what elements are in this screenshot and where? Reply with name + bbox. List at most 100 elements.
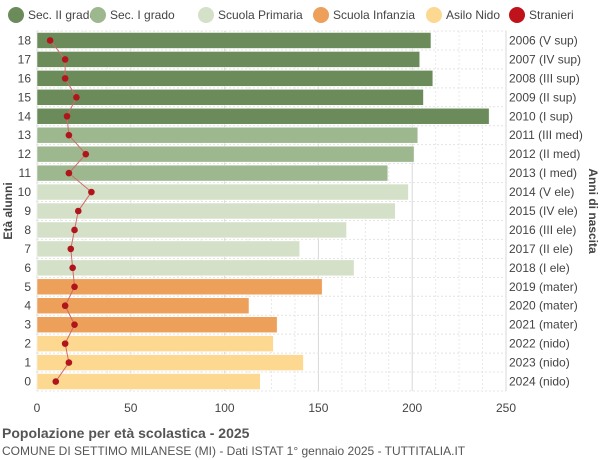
stranieri-point <box>61 340 69 347</box>
chart-subtitle: COMUNE DI SETTIMO MILANESE (MI) - Dati I… <box>2 444 466 458</box>
bar-age-13 <box>36 126 419 144</box>
y-tick-label-birth: 2008 (III sup) <box>509 71 580 85</box>
bar-age-18 <box>36 32 432 49</box>
stranieri-point <box>69 264 76 272</box>
bar-age-8 <box>36 221 347 239</box>
y-tick-label-birth: 2020 (mater) <box>509 299 578 313</box>
y-tick-label-age: 10 <box>18 185 32 199</box>
y-tick-label-age: 15 <box>18 90 32 104</box>
bar-age-9 <box>36 202 396 220</box>
y-tick-label-age: 2 <box>24 337 31 351</box>
stranieri-point <box>71 283 78 291</box>
x-tick-label: 150 <box>308 401 328 415</box>
y-tick-label-age: 0 <box>24 375 31 389</box>
bar-age-6 <box>36 259 355 277</box>
stranieri-point <box>88 188 95 196</box>
bar-age-3 <box>36 316 278 333</box>
bar-age-7 <box>36 240 300 258</box>
x-tick-label: 250 <box>496 401 516 415</box>
y-tick-label-age: 11 <box>19 166 32 180</box>
bar-age-14 <box>36 108 490 125</box>
stranieri-point <box>65 359 73 366</box>
y-tick-label-age: 5 <box>24 280 31 294</box>
legend-label: Stranieri <box>529 8 574 22</box>
y-tick-label-age: 4 <box>24 299 31 313</box>
legend-label: Scuola Infanzia <box>333 8 415 22</box>
y-tick-label-age: 1 <box>24 356 31 370</box>
legend-label: Asilo Nido <box>446 8 500 22</box>
x-tick-label: 100 <box>215 401 235 415</box>
y-tick-label-age: 8 <box>24 223 31 237</box>
legend-marker <box>313 7 329 23</box>
stranieri-point <box>61 302 69 310</box>
stranieri-point <box>71 226 78 234</box>
y-tick-label-age: 16 <box>18 71 32 85</box>
bar-age-15 <box>36 89 424 106</box>
stranieri-point <box>63 112 71 120</box>
y-tick-label-birth: 2006 (V sup) <box>509 33 578 47</box>
x-tick-label: 50 <box>124 401 138 415</box>
legend: Sec. II grado Sec. I grado Scuola Primaria… <box>8 7 574 23</box>
stranieri-point <box>71 321 78 328</box>
y-tick-label-birth: 2016 (III ele) <box>509 223 576 237</box>
stranieri-point <box>61 75 69 82</box>
y-axis-title-left: Età alunni <box>1 182 15 239</box>
legend-label: Scuola Primaria <box>218 8 303 22</box>
legend-marker <box>509 7 525 23</box>
stranieri-point <box>82 150 90 158</box>
y-tick-label-birth: 2012 (II med) <box>509 147 580 161</box>
y-tick-label-age: 3 <box>24 318 31 332</box>
legend-marker <box>426 7 442 23</box>
y-tick-label-age: 12 <box>18 147 32 161</box>
y-tick-label-birth: 2015 (IV ele) <box>509 204 578 218</box>
bar-age-1 <box>36 354 304 371</box>
bar-age-4 <box>36 297 250 314</box>
stranieri-point <box>73 94 80 101</box>
y-tick-label-birth: 2021 (mater) <box>509 318 578 332</box>
y-tick-label-birth: 2018 (I ele) <box>509 261 570 275</box>
y-tick-label-birth: 2022 (nido) <box>509 337 570 351</box>
legend-label: Sec. I grado <box>110 8 175 22</box>
legend-label: Sec. II grado <box>28 8 96 22</box>
bar-age-2 <box>36 335 274 352</box>
y-axis-title-right: Anni di nascita <box>586 168 600 254</box>
x-tick-label: 200 <box>402 401 422 415</box>
y-tick-label-birth: 2009 (II sup) <box>509 90 576 104</box>
stranieri-line <box>46 37 95 385</box>
y-tick-label-birth: 2007 (IV sup) <box>509 52 581 66</box>
bar-age-16 <box>36 70 434 87</box>
y-tick-label-age: 9 <box>24 204 31 218</box>
stranieri-point <box>67 245 75 253</box>
y-tick-label-birth: 2013 (I med) <box>509 166 577 180</box>
chart-title: Popolazione per età scolastica - 2025 <box>2 425 250 441</box>
bar-age-12 <box>36 145 415 163</box>
y-tick-label-age: 18 <box>18 33 32 47</box>
stranieri-point <box>61 56 69 63</box>
y-tick-label-age: 17 <box>18 52 32 66</box>
y-tick-label-birth: 2023 (nido) <box>509 356 570 370</box>
stranieri-point <box>65 169 73 177</box>
y-tick-label-birth: 2011 (III med) <box>509 128 583 142</box>
bar-age-5 <box>36 278 323 296</box>
y-tick-label-age: 7 <box>24 242 31 256</box>
x-tick-label: 0 <box>34 401 41 415</box>
bar-age-17 <box>36 51 420 68</box>
bars <box>36 32 490 390</box>
y-tick-label-birth: 2010 (I sup) <box>509 109 573 123</box>
y-tick-label-birth: 2014 (V ele) <box>509 185 574 199</box>
legend-marker <box>8 7 24 23</box>
y-tick-label-birth: 2017 (II ele) <box>509 242 573 256</box>
legend-marker <box>198 7 214 23</box>
bar-age-10 <box>36 183 409 201</box>
y-tick-label-age: 13 <box>18 128 32 142</box>
stranieri-point <box>52 378 60 385</box>
y-tick-label-age: 14 <box>18 109 32 123</box>
stranieri-point <box>46 37 54 44</box>
y-tick-label-birth: 2019 (mater) <box>509 280 578 294</box>
y-tick-label-birth: 2024 (nido) <box>509 375 570 389</box>
legend-marker <box>90 7 106 23</box>
stranieri-point <box>74 207 82 215</box>
